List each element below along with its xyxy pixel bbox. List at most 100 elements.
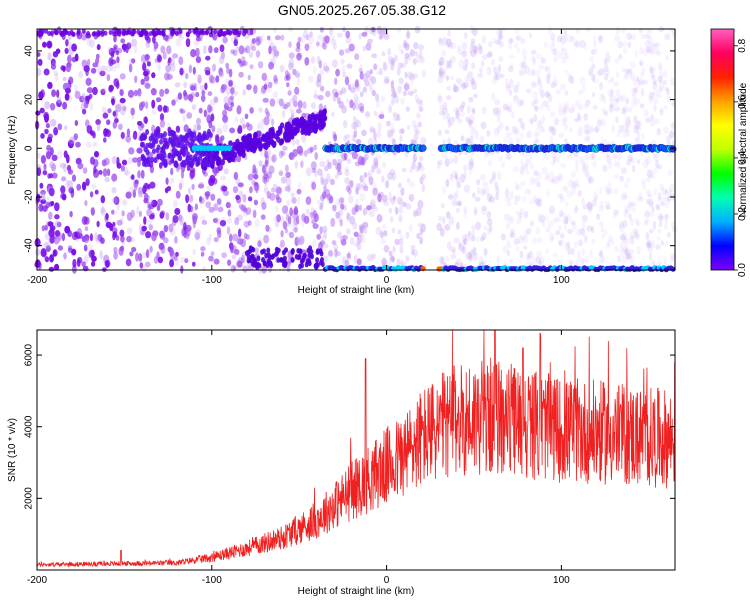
- spectrogram-point: [473, 93, 478, 99]
- spectrogram-point: [574, 205, 579, 212]
- spectrogram-point: [512, 95, 518, 101]
- spectrogram-point: [150, 156, 154, 163]
- spectrogram-point: [322, 191, 327, 199]
- spectrogram-point: [178, 214, 183, 222]
- spectrogram-point: [570, 76, 575, 84]
- spectrogram-point: [364, 158, 369, 163]
- spectrogram-point: [145, 249, 150, 259]
- spectrogram-point: [662, 79, 668, 86]
- spectrogram-point: [264, 159, 268, 166]
- spectrogram-point: [145, 149, 150, 156]
- spectrogram-point: [591, 154, 596, 160]
- spectrogram-point: [175, 125, 180, 133]
- spectrogram-point: [222, 36, 228, 44]
- spectrogram-point: [311, 167, 317, 174]
- spectrogram-point: [440, 256, 445, 265]
- spectrogram-point: [232, 151, 238, 159]
- spectrogram-point: [354, 204, 360, 213]
- spectrogram-point: [639, 61, 643, 67]
- spectrogram-point: [288, 52, 295, 59]
- spectrogram-point: [604, 110, 608, 116]
- spectrogram-point: [297, 253, 302, 260]
- spectrogram-point: [553, 47, 558, 56]
- spectrogram-point: [613, 34, 620, 43]
- spectrogram-point: [349, 180, 354, 188]
- spectrogram-point: [631, 91, 637, 100]
- spectrogram-point: [282, 145, 288, 151]
- spectrogram-point: [515, 210, 521, 216]
- spectrogram-point: [473, 209, 478, 216]
- spectrogram-point: [205, 70, 211, 76]
- spectrogram-point: [131, 246, 137, 253]
- spectrogram-point: [396, 258, 401, 267]
- spectrogram-point: [322, 42, 328, 51]
- spectrogram-point: [438, 61, 443, 67]
- spectrogram-point: [392, 111, 396, 117]
- spectrogram-point: [142, 62, 147, 72]
- spectrogram-point: [365, 42, 372, 51]
- spectrogram-point: [469, 158, 474, 168]
- spectrogram-point: [296, 196, 301, 205]
- spectrogram-point: [495, 39, 501, 45]
- spectrogram-point: [288, 62, 294, 71]
- spectrogram-point: [257, 240, 262, 248]
- spectrogram-point: [179, 107, 184, 114]
- spectrogram-point: [50, 58, 56, 67]
- spectrogram-point: [122, 105, 127, 112]
- spectrogram-point: [509, 62, 515, 69]
- spectrogram-point: [296, 236, 300, 243]
- spectrogram-point: [313, 144, 318, 151]
- spectrogram-point: [311, 219, 316, 225]
- spectrogram-point: [596, 70, 602, 76]
- spectrogram-point: [120, 165, 125, 172]
- spectrogram-point: [187, 187, 191, 195]
- spectrogram-point: [486, 52, 493, 58]
- spectrogram-point: [513, 84, 519, 94]
- spectrogram-point: [138, 189, 144, 198]
- spectrogram-point: [515, 245, 520, 253]
- spectrogram-point: [278, 168, 283, 176]
- spectrogram-point: [163, 161, 168, 168]
- spectrogram-point: [87, 244, 93, 250]
- spectrogram-point: [625, 177, 632, 183]
- spectrogram-point: [453, 237, 460, 244]
- spectrogram-point: [49, 173, 54, 179]
- spectrogram-point: [490, 92, 496, 102]
- spectrogram-point: [578, 126, 583, 132]
- spectrogram-point: [318, 60, 323, 69]
- spectrogram-point: [71, 248, 77, 256]
- spectrogram-point: [519, 69, 524, 77]
- spectrogram-point: [196, 32, 200, 38]
- spectrogram-point: [575, 183, 580, 189]
- spectrogram-point: [454, 170, 459, 179]
- spectrogram-point: [529, 198, 535, 205]
- spectrogram-point: [271, 154, 277, 163]
- spectrogram-point: [650, 44, 656, 50]
- spectrogram-point: [521, 48, 528, 58]
- spectrogram-point: [550, 32, 556, 41]
- spectrogram-point: [71, 174, 77, 182]
- spectrogram-point: [296, 188, 302, 195]
- spectrogram-point: [517, 98, 523, 108]
- spectrogram-point: [627, 107, 633, 113]
- spectrogram-point: [247, 173, 254, 181]
- spectrogram-point: [556, 193, 563, 199]
- spectrogram-point: [510, 111, 515, 119]
- spectrogram-point: [353, 231, 359, 238]
- spectrogram-point: [324, 35, 330, 44]
- spectrogram-point: [363, 172, 368, 178]
- spectrogram-point: [47, 41, 52, 48]
- spectrogram-point: [63, 125, 68, 131]
- spectrogram-point: [486, 192, 492, 202]
- spectrogram-point: [553, 117, 560, 127]
- spectrogram-point: [81, 93, 86, 102]
- spectrogram-point: [201, 220, 208, 225]
- spectrogram-point: [296, 188, 302, 195]
- spectrogram-point: [644, 40, 651, 48]
- spectrogram-point: [311, 56, 315, 64]
- spectrogram-point: [68, 165, 72, 175]
- spectrogram-point: [563, 101, 570, 111]
- spectrogram-point: [296, 108, 302, 114]
- spectrogram-point: [140, 153, 145, 160]
- spectrogram-point: [576, 111, 581, 120]
